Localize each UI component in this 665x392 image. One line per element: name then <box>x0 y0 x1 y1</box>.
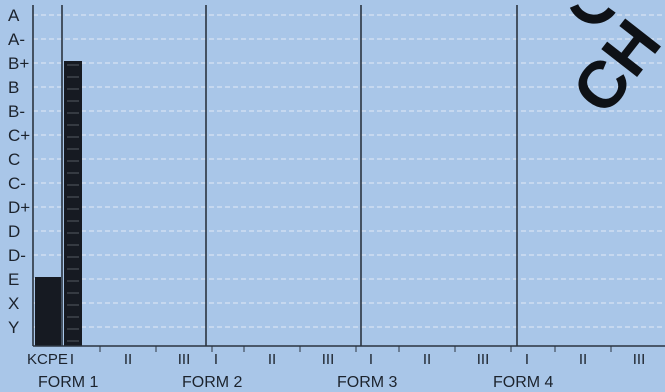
term-label: III <box>477 351 490 368</box>
y-tick-label: E <box>8 270 19 289</box>
y-tick-label: B+ <box>8 54 29 73</box>
y-tick-label: C <box>8 150 20 169</box>
gridlines <box>33 14 665 328</box>
term-label: III <box>178 351 191 368</box>
y-tick-label: C+ <box>8 126 30 145</box>
y-tick-label: A <box>8 6 20 25</box>
stamp-arc <box>569 3 616 24</box>
term-label: II <box>268 351 276 368</box>
term-label: I <box>70 351 74 368</box>
term-label: I <box>525 351 529 368</box>
y-tick-labels: YXE D- D D+ C- C C+ B- B B+ A- A <box>8 6 30 337</box>
y-tick-label: Y <box>8 318 19 337</box>
term-label: II <box>124 351 132 368</box>
term-label: II <box>423 351 431 368</box>
y-tick-label: X <box>8 294 19 313</box>
form-label: FORM 1 <box>38 374 99 391</box>
y-tick-label: D- <box>8 246 26 265</box>
kcpe-label: KCPE <box>27 351 68 368</box>
y-tick-label: C- <box>8 174 26 193</box>
axes <box>32 5 665 352</box>
y-tick-label: A- <box>8 30 25 49</box>
term-label: I <box>214 351 218 368</box>
y-tick-label: B <box>8 78 19 97</box>
form1-term1-bar <box>64 61 82 346</box>
y-tick-label: D+ <box>8 198 30 217</box>
form-label: FORM 4 <box>493 374 554 391</box>
term-label: III <box>322 351 335 368</box>
kcpe-bar <box>35 277 61 346</box>
y-tick-label: D <box>8 222 20 241</box>
form-label: FORM 3 <box>337 374 398 391</box>
y-tick-label: B- <box>8 102 25 121</box>
bars <box>35 61 82 346</box>
term-label: I <box>369 351 373 368</box>
term-label: II <box>579 351 587 368</box>
term-label: III <box>633 351 646 368</box>
form-label: FORM 2 <box>182 374 243 391</box>
